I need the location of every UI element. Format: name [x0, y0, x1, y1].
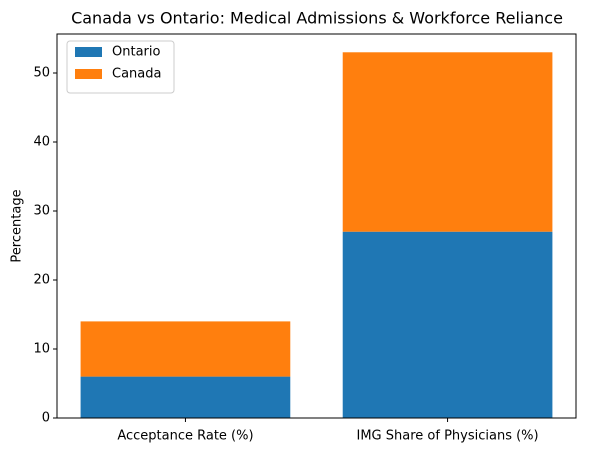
plot-frame — [56, 33, 577, 419]
bar-segment — [80, 376, 291, 418]
y-tick-label: 10 — [33, 341, 50, 356]
y-tick-label: 20 — [33, 272, 50, 287]
legend-swatch — [75, 69, 102, 79]
x-tick-label: IMG Share of Physicians (%) — [357, 429, 539, 444]
legend-swatch — [75, 47, 102, 57]
legend-label: Canada — [112, 67, 161, 82]
bar-segment — [342, 231, 553, 418]
x-tick-label: Acceptance Rate (%) — [117, 429, 253, 444]
legend-label: Ontario — [112, 45, 160, 60]
chart-title: Canada vs Ontario: Medical Admissions & … — [71, 9, 563, 28]
y-tick-label: 40 — [33, 134, 50, 149]
y-axis-label: Percentage — [10, 189, 25, 262]
y-tick-label: 0 — [42, 411, 50, 426]
bar-segment — [80, 321, 291, 377]
bar-segment — [342, 52, 553, 232]
y-tick-label: 30 — [33, 203, 50, 218]
y-tick-label: 50 — [33, 65, 50, 80]
